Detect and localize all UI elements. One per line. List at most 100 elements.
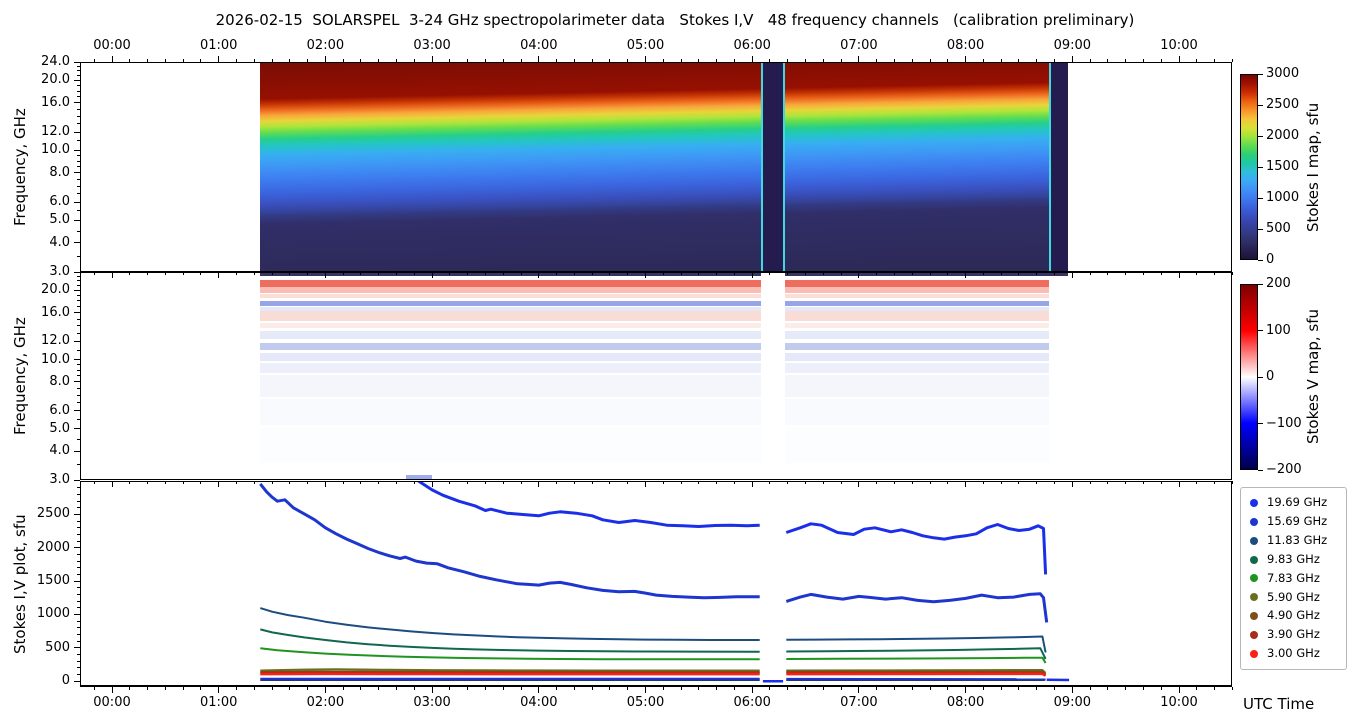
x-tick xyxy=(716,272,718,275)
x-tick xyxy=(1160,59,1162,62)
y-minortick xyxy=(77,90,80,92)
x-tick xyxy=(111,272,113,278)
colorbar-tick xyxy=(1258,197,1263,199)
colorbar-tick-label: −100 xyxy=(1266,415,1302,431)
x-tick xyxy=(609,687,611,690)
y-tick xyxy=(74,201,80,203)
x-tick xyxy=(200,481,202,484)
x-tick-label-bottom: 04:00 xyxy=(520,695,558,710)
colorbar-tick-label: 100 xyxy=(1266,322,1291,338)
series-15.69-ghz xyxy=(259,482,760,600)
y-minortick xyxy=(77,500,80,502)
y-minortick xyxy=(77,418,80,420)
y-tick xyxy=(74,312,80,314)
legend-marker-icon xyxy=(1250,555,1258,564)
x-tick xyxy=(929,59,931,62)
colorbar-tick-label: 0 xyxy=(1266,252,1275,267)
x-tick xyxy=(378,687,380,690)
stokes-i-spectrogram xyxy=(259,62,1049,272)
stokes-v-spectrogram xyxy=(259,272,1068,480)
y-tick xyxy=(74,340,80,342)
v-stripe xyxy=(259,293,1049,298)
v-stripe xyxy=(259,286,1049,293)
y-tick-label: 20.0 xyxy=(41,72,70,88)
series-7.83-ghz xyxy=(260,647,760,661)
x-tick xyxy=(200,687,202,690)
x-tick xyxy=(1214,687,1216,690)
x-tick xyxy=(235,687,237,690)
stokes-i-gradient xyxy=(259,62,1049,272)
x-tick xyxy=(502,272,504,275)
colorbar-tick-label: 0 xyxy=(1266,369,1275,384)
y-minortick xyxy=(77,464,80,466)
x-tick xyxy=(1000,481,1002,484)
y-minortick xyxy=(77,560,80,562)
x-tick xyxy=(591,59,593,62)
y-minortick xyxy=(77,193,80,195)
x-tick xyxy=(449,481,451,484)
x-tick xyxy=(378,59,380,62)
y-tick-label: 6.0 xyxy=(49,194,70,209)
x-tick xyxy=(147,481,149,484)
x-tick xyxy=(396,59,398,62)
x-tick xyxy=(1214,59,1216,62)
y-minortick xyxy=(77,349,80,351)
x-tick xyxy=(1160,481,1162,484)
colorbar-tick-label: 2000 xyxy=(1266,128,1300,143)
y-minortick xyxy=(77,123,80,125)
x-tick xyxy=(1142,687,1144,690)
x-tick xyxy=(1196,59,1198,62)
x-tick xyxy=(893,687,895,690)
x-tick xyxy=(520,687,522,690)
y-minortick xyxy=(77,520,80,522)
x-tick xyxy=(1196,481,1198,484)
x-tick xyxy=(235,481,237,484)
y-tick-label: 20.0 xyxy=(41,282,70,298)
legend-label: 11.83 GHz xyxy=(1267,533,1328,548)
x-tick xyxy=(822,481,824,484)
y-tick-label: 2500 xyxy=(36,506,70,522)
y-tick-label: 16.0 xyxy=(41,94,70,110)
x-tick xyxy=(627,481,629,484)
x-tick xyxy=(591,481,593,484)
x-tick xyxy=(680,687,682,690)
y-minortick xyxy=(77,620,80,622)
x-tick-label-top: 00:00 xyxy=(93,38,131,53)
y-tick xyxy=(74,547,80,549)
x-tick xyxy=(787,59,789,62)
x-tick xyxy=(1214,272,1216,275)
x-tick xyxy=(1054,481,1056,484)
x-tick xyxy=(609,481,611,484)
colorbar-tick xyxy=(1258,228,1263,230)
x-tick xyxy=(342,687,344,690)
x-tick-label-bottom: 10:00 xyxy=(1160,695,1198,710)
y-minortick xyxy=(77,487,80,489)
x-tick xyxy=(1089,59,1091,62)
x-tick xyxy=(627,687,629,690)
x-tick xyxy=(147,59,149,62)
y-minortick xyxy=(77,494,80,496)
series-5.90-ghz xyxy=(786,669,1047,674)
y-minortick xyxy=(77,85,80,87)
x-tick xyxy=(413,59,415,62)
x-tick xyxy=(876,272,878,275)
x-tick xyxy=(235,59,237,62)
colorbar-tick-label: 1500 xyxy=(1266,159,1300,174)
x-tick xyxy=(218,481,220,487)
x-tick xyxy=(573,481,575,484)
x-tick xyxy=(662,481,664,484)
x-tick xyxy=(449,272,451,275)
v-stripe xyxy=(405,474,432,479)
y-tick xyxy=(74,131,80,133)
x-tick xyxy=(751,687,753,693)
x-tick xyxy=(556,272,558,275)
y-minortick xyxy=(77,375,80,377)
y-tick xyxy=(74,410,80,412)
series-3.00-ghz xyxy=(786,672,1047,677)
legend-label: 9.83 GHz xyxy=(1267,551,1320,566)
colorbar-tick xyxy=(1258,469,1263,471)
stokes-iv-lineplot xyxy=(259,481,1070,683)
x-tick xyxy=(947,272,949,275)
x-tick xyxy=(467,481,469,484)
x-tick xyxy=(805,272,807,275)
